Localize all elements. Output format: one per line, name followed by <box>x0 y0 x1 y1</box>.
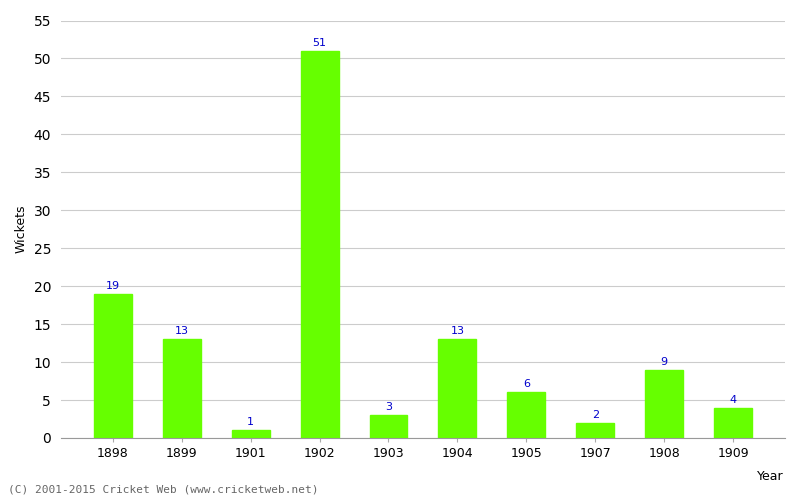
Text: 19: 19 <box>106 280 120 290</box>
Bar <box>370 415 407 438</box>
Text: 1: 1 <box>247 418 254 428</box>
Text: 4: 4 <box>730 394 737 404</box>
Text: 6: 6 <box>523 380 530 390</box>
Text: 13: 13 <box>450 326 465 336</box>
Text: 2: 2 <box>592 410 599 420</box>
Bar <box>576 423 614 438</box>
Text: 9: 9 <box>661 356 668 366</box>
Bar <box>94 294 132 438</box>
Text: 51: 51 <box>313 38 326 48</box>
Bar <box>162 340 201 438</box>
Bar <box>438 340 476 438</box>
Bar <box>646 370 683 438</box>
Bar <box>507 392 546 438</box>
Text: Year: Year <box>758 470 784 483</box>
Text: (C) 2001-2015 Cricket Web (www.cricketweb.net): (C) 2001-2015 Cricket Web (www.cricketwe… <box>8 485 318 495</box>
Text: 13: 13 <box>174 326 189 336</box>
Bar <box>714 408 752 438</box>
Bar <box>232 430 270 438</box>
Bar <box>301 51 338 438</box>
Y-axis label: Wickets: Wickets <box>15 205 28 254</box>
Text: 3: 3 <box>385 402 392 412</box>
